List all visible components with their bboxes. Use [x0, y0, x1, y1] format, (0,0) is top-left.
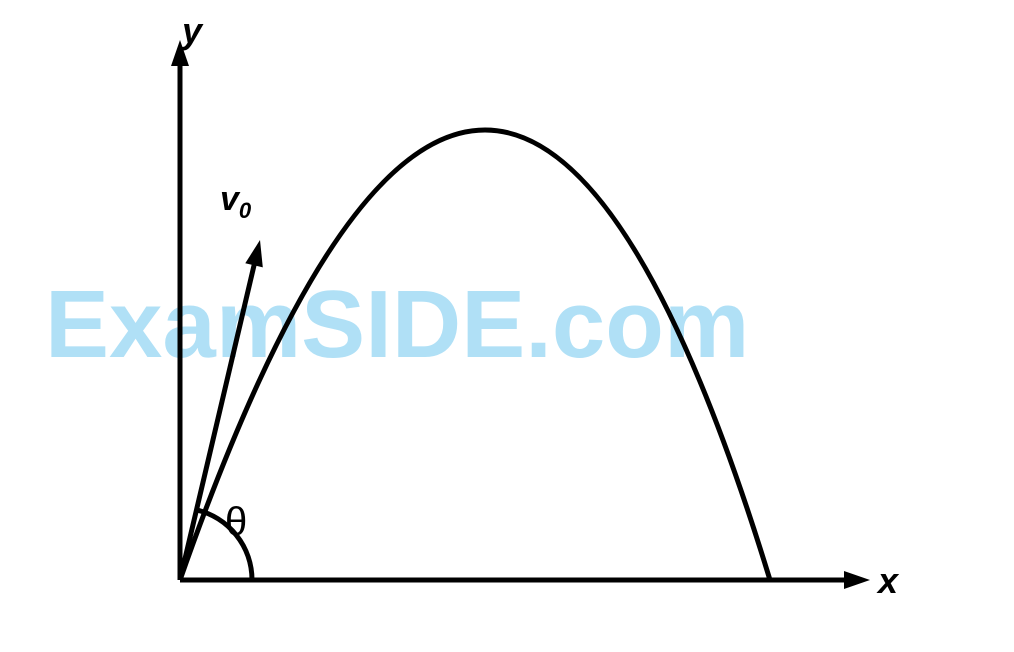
- velocity-vector: [180, 240, 263, 580]
- velocity-label: v0: [220, 180, 251, 224]
- y-axis: [171, 40, 189, 580]
- diagram-canvas: [0, 0, 1014, 652]
- x-axis-arrowhead: [844, 571, 870, 589]
- angle-label: θ: [225, 500, 247, 545]
- x-axis-label: x: [878, 560, 898, 602]
- y-axis-label: y: [182, 10, 202, 52]
- trajectory-curve: [180, 130, 770, 580]
- velocity-vector-arrowhead: [245, 240, 263, 267]
